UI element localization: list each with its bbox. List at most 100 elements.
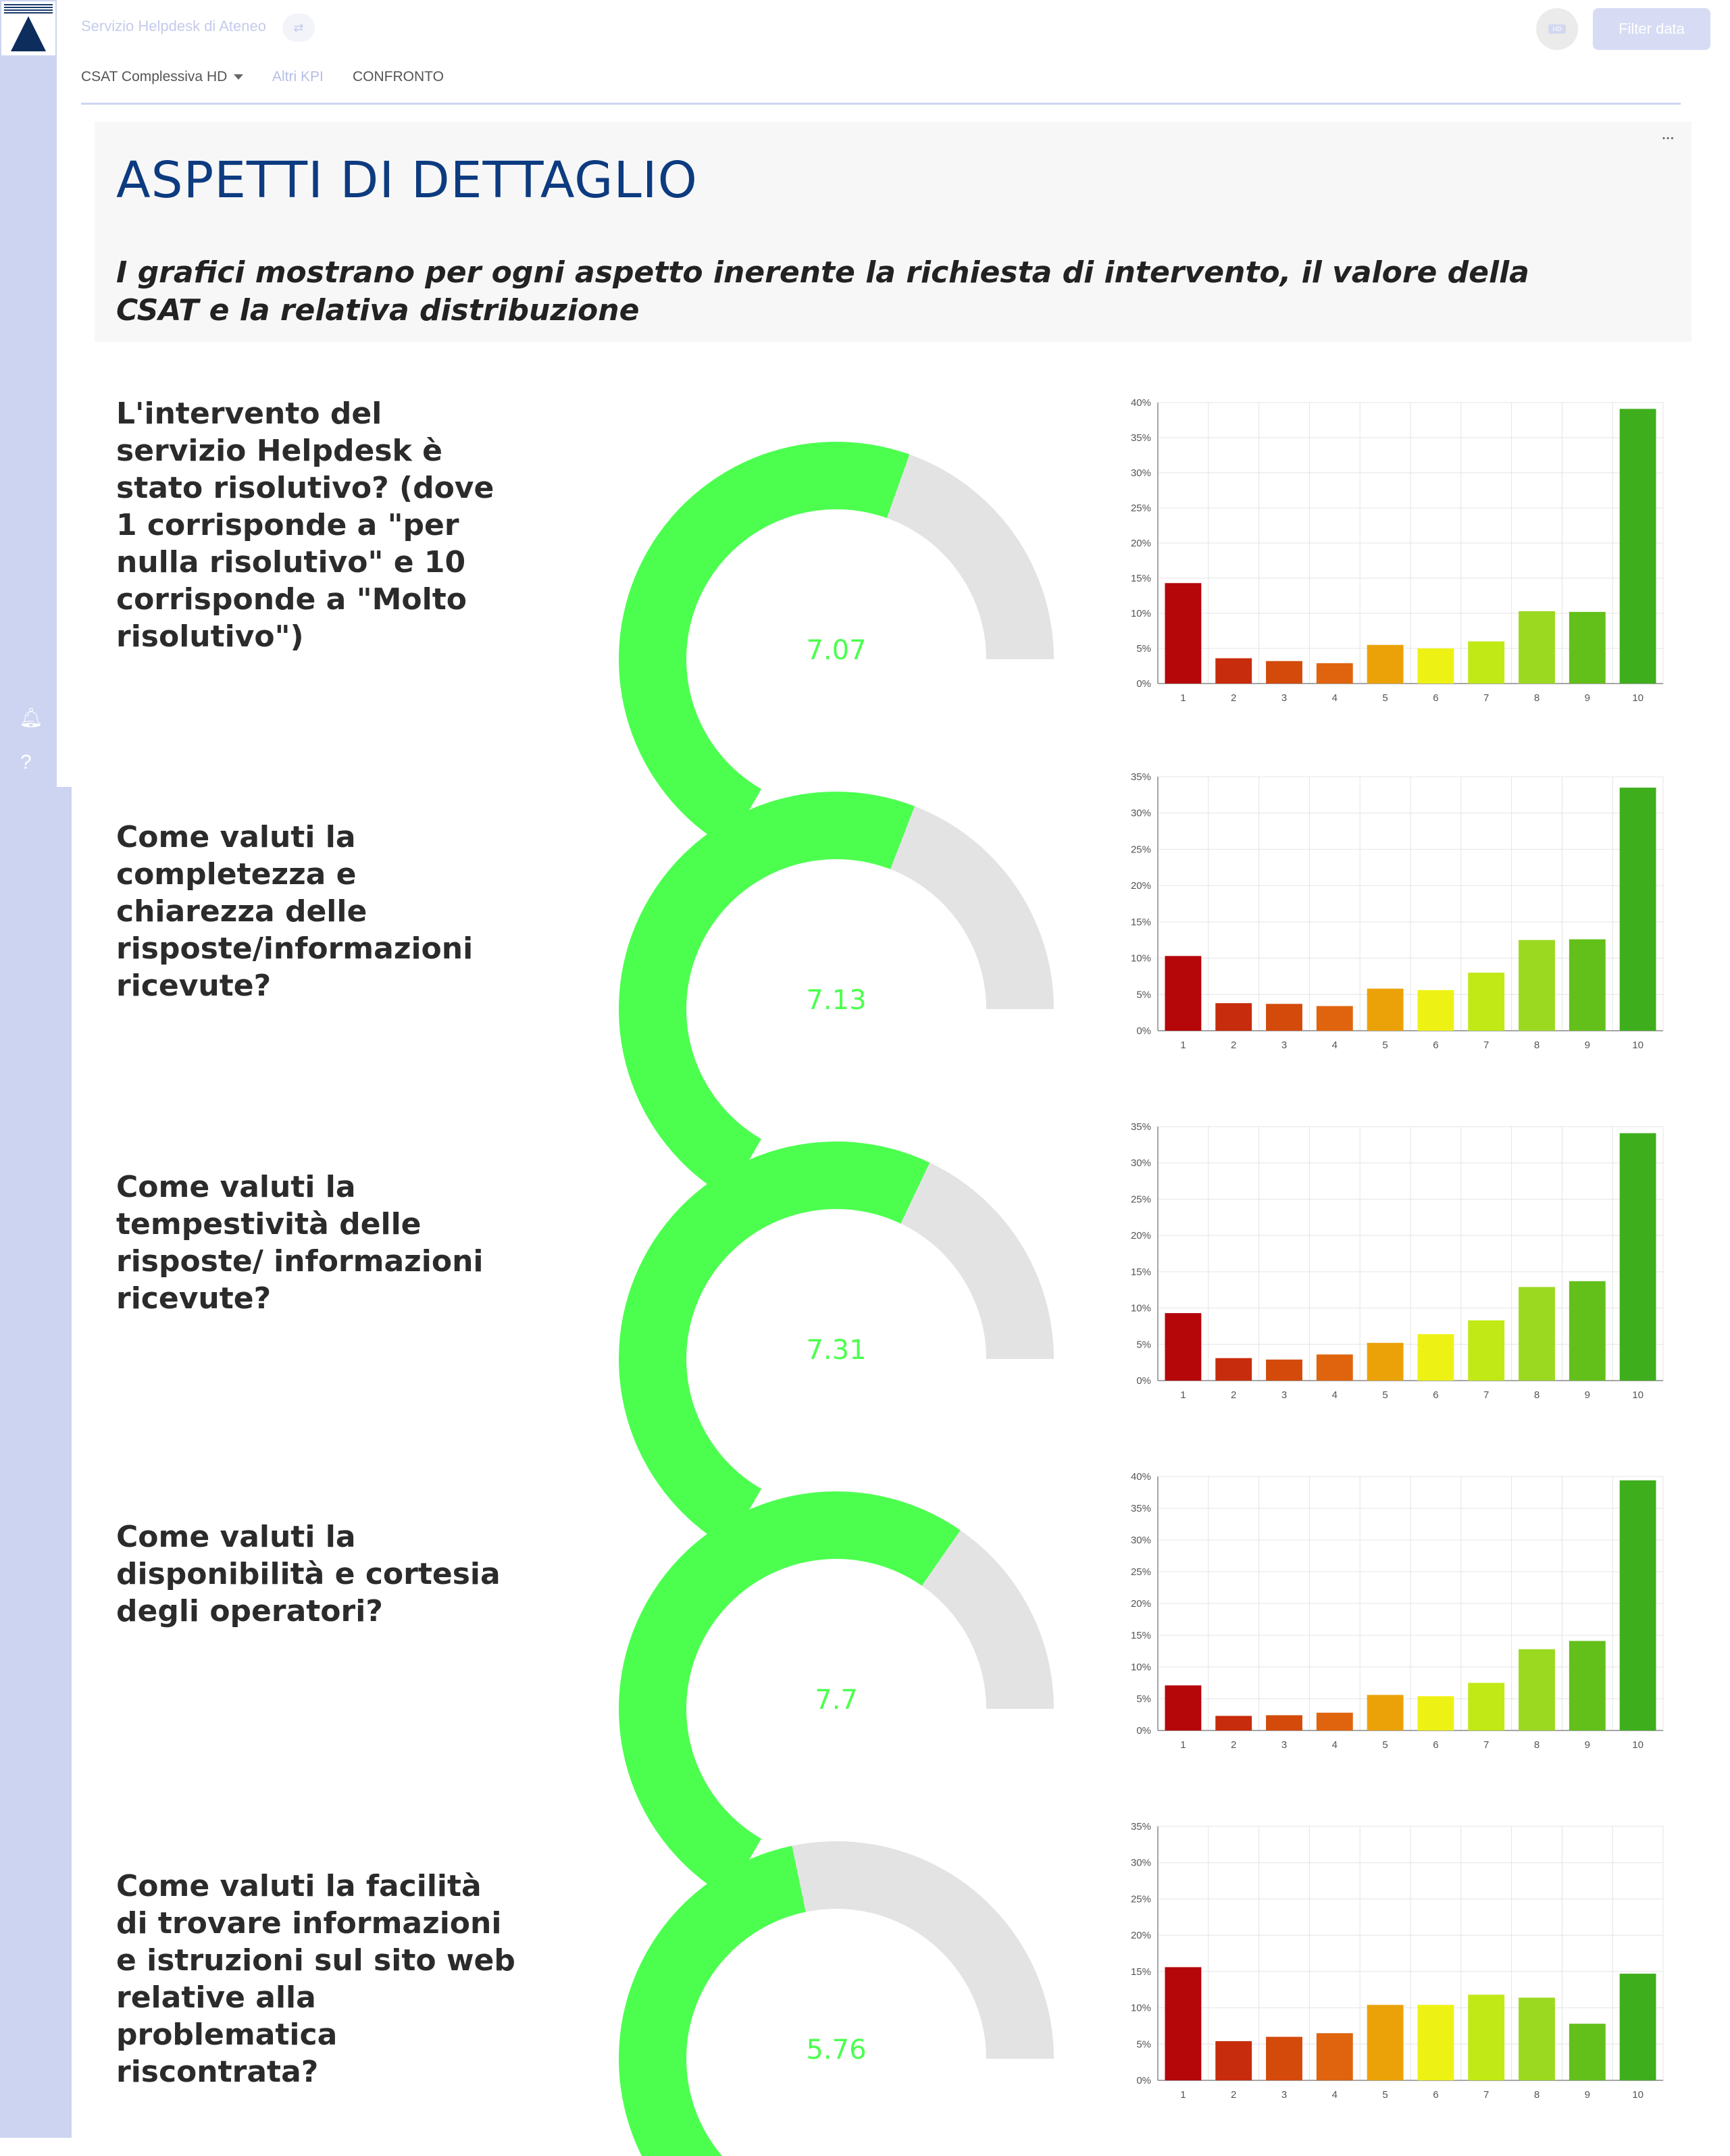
- y-tick-label: 30%: [1131, 808, 1151, 819]
- bar-1[interactable]: [1165, 1313, 1202, 1381]
- bar-2[interactable]: [1215, 1003, 1252, 1031]
- section-subtitle: I grafici mostrano per ogni aspetto iner…: [116, 255, 1529, 328]
- bar-2[interactable]: [1215, 1358, 1252, 1381]
- bar-10[interactable]: [1619, 1974, 1656, 2080]
- y-tick-label: 25%: [1131, 1566, 1151, 1578]
- bar-1[interactable]: [1165, 583, 1202, 684]
- y-tick-label: 0%: [1136, 2075, 1151, 2086]
- y-tick-label: 0%: [1136, 1375, 1151, 1387]
- bar-6[interactable]: [1417, 1334, 1454, 1381]
- bar-6[interactable]: [1417, 648, 1454, 684]
- bar-4[interactable]: [1316, 1354, 1353, 1381]
- tab-altri-kpi[interactable]: Altri KPI: [272, 69, 324, 84]
- x-tick-label: 1: [1180, 1389, 1186, 1401]
- bar-5[interactable]: [1367, 644, 1404, 684]
- bar-10[interactable]: [1619, 1133, 1656, 1381]
- bar-5[interactable]: [1367, 1343, 1404, 1381]
- bar-7[interactable]: [1468, 1320, 1505, 1381]
- bar-3[interactable]: [1266, 2036, 1302, 2080]
- bar-9[interactable]: [1569, 2024, 1606, 2080]
- bar-5[interactable]: [1367, 2005, 1404, 2080]
- bar-7[interactable]: [1468, 1995, 1505, 2080]
- question-4: Come valuti la disponibilità e cortesia …: [116, 1520, 501, 1628]
- bar-2[interactable]: [1215, 1716, 1252, 1730]
- bar-10[interactable]: [1619, 1480, 1656, 1730]
- y-tick-label: 5%: [1136, 2038, 1151, 2050]
- x-tick-label: 1: [1180, 1739, 1186, 1751]
- gauge-chart-2: 7.13: [619, 792, 1054, 1198]
- bar-1[interactable]: [1165, 1967, 1202, 2080]
- tab-csat-complessiva[interactable]: CSAT Complessiva HD: [81, 69, 244, 85]
- bar-3[interactable]: [1266, 1004, 1302, 1031]
- x-tick-label: 1: [1180, 692, 1186, 704]
- help-icon[interactable]: ?: [20, 751, 32, 773]
- bar-10[interactable]: [1619, 409, 1656, 684]
- bar-7[interactable]: [1468, 1683, 1505, 1731]
- bar-9[interactable]: [1569, 939, 1606, 1031]
- bar-9[interactable]: [1569, 1281, 1606, 1381]
- more-options-icon[interactable]: ...: [1661, 123, 1675, 143]
- bar-6[interactable]: [1417, 2005, 1454, 2080]
- question-1: L'intervento del servizio Helpdesk è sta…: [116, 396, 494, 654]
- gauge-value-label: 7.7: [815, 1685, 858, 1716]
- x-tick-label: 6: [1433, 1389, 1438, 1401]
- bar-8[interactable]: [1519, 1997, 1555, 2080]
- x-tick-label: 6: [1433, 2089, 1438, 2101]
- bar-4[interactable]: [1316, 663, 1353, 684]
- bar-9[interactable]: [1569, 611, 1606, 684]
- bar-10[interactable]: [1619, 788, 1656, 1031]
- notifications-icon[interactable]: 🔔︎: [19, 707, 43, 728]
- filter-data-button[interactable]: Filter data: [1593, 8, 1710, 50]
- bar-8[interactable]: [1519, 1287, 1555, 1381]
- gauge-fill: [619, 1491, 961, 1897]
- bar-4[interactable]: [1316, 1712, 1353, 1730]
- x-tick-label: 2: [1231, 2089, 1236, 2101]
- bar-3[interactable]: [1266, 1715, 1302, 1730]
- gauge-chart-1: 7.07: [619, 442, 1054, 848]
- y-tick-label: 35%: [1131, 1121, 1151, 1133]
- gauge-chart-5: 5.76: [619, 1841, 1054, 2156]
- bar-2[interactable]: [1215, 658, 1252, 684]
- tab-confronto[interactable]: CONFRONTO: [353, 69, 444, 84]
- y-tick-label: 15%: [1131, 917, 1151, 928]
- x-tick-label: 8: [1534, 1739, 1540, 1751]
- y-tick-label: 30%: [1131, 1535, 1151, 1546]
- bar-8[interactable]: [1519, 1649, 1555, 1730]
- bar-9[interactable]: [1569, 1641, 1606, 1730]
- x-tick-label: 9: [1585, 692, 1590, 704]
- bar-5[interactable]: [1367, 1695, 1404, 1730]
- x-tick-label: 5: [1382, 1040, 1388, 1051]
- bar-7[interactable]: [1468, 973, 1505, 1031]
- bar-4[interactable]: [1316, 1006, 1353, 1031]
- x-tick-label: 5: [1382, 692, 1388, 704]
- x-tick-label: 7: [1483, 2089, 1489, 2101]
- logo-mountain-icon: [11, 16, 46, 51]
- sidebar-lower: [0, 787, 72, 2138]
- logo-stripes: [4, 4, 53, 15]
- gauge-fill: [619, 792, 915, 1198]
- bar-6[interactable]: [1417, 990, 1454, 1031]
- bar-3[interactable]: [1266, 661, 1302, 684]
- bar-1[interactable]: [1165, 1685, 1202, 1730]
- bar-8[interactable]: [1519, 611, 1555, 684]
- bar-8[interactable]: [1519, 940, 1555, 1031]
- bar-7[interactable]: [1468, 641, 1505, 684]
- logo[interactable]: [1, 1, 55, 55]
- x-tick-label: 10: [1632, 1040, 1644, 1051]
- bar-1[interactable]: [1165, 956, 1202, 1031]
- avatar[interactable]: HD: [1536, 8, 1578, 50]
- y-tick-label: 10%: [1131, 953, 1151, 965]
- bar-3[interactable]: [1266, 1359, 1302, 1381]
- bar-6[interactable]: [1417, 1696, 1454, 1730]
- x-tick-label: 2: [1231, 692, 1236, 704]
- app-title[interactable]: Servizio Helpdesk di Ateneo: [81, 18, 266, 34]
- x-tick-label: 8: [1534, 1040, 1540, 1051]
- gauge-track: [792, 1841, 1054, 2059]
- bar-4[interactable]: [1316, 2033, 1353, 2080]
- x-tick-label: 6: [1433, 1739, 1438, 1751]
- swap-icon[interactable]: ⇄: [282, 14, 315, 42]
- bar-2[interactable]: [1215, 2040, 1252, 2080]
- x-tick-label: 2: [1231, 1739, 1236, 1751]
- y-tick-label: 5%: [1136, 1693, 1151, 1705]
- bar-5[interactable]: [1367, 988, 1404, 1031]
